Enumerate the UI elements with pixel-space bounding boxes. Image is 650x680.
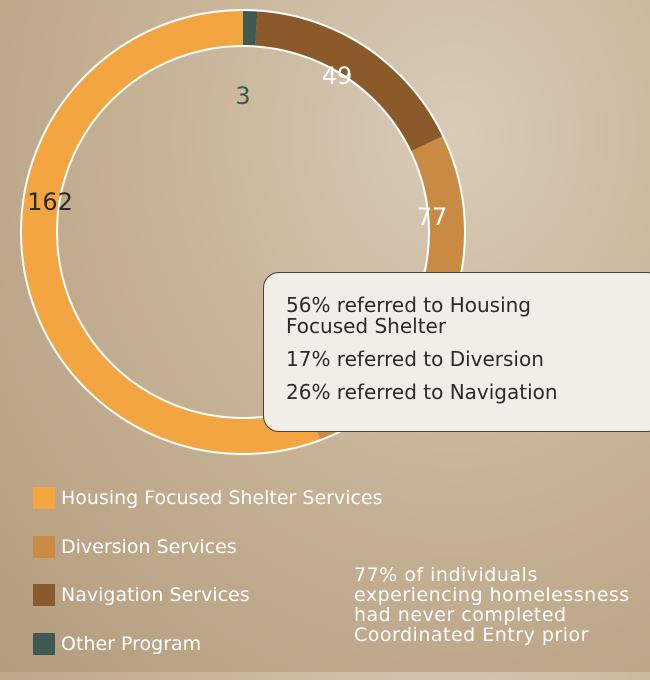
callout-line: 56% referred to Housing Focused Shelter [286,295,606,337]
legend-label: Other Program [61,633,201,655]
note-line: Coordinated Entry prior [354,625,650,645]
legend-swatch [33,487,55,509]
page: 162 77 49 3 56% referred to Housing Focused… [0,0,650,672]
legend-item: Housing Focused Shelter Services [33,486,383,510]
note-line: had never completed [354,605,650,625]
legend-item: Other Program [33,632,383,656]
value-label: 162 [27,188,73,216]
legend-swatch [33,584,55,606]
legend-label: Housing Focused Shelter Services [61,487,383,509]
legend-swatch [33,633,55,655]
callout-line: 17% referred to Diversion [286,349,606,370]
legend-item: Navigation Services [33,583,383,607]
value-label: 3 [235,82,250,110]
value-label: 49 [322,62,353,90]
legend: Housing Focused Shelter Services Diversio… [33,486,383,680]
donut-slice [243,10,257,46]
note-line: 77% of individuals [354,565,650,585]
legend-label: Navigation Services [61,584,250,606]
legend-item: Diversion Services [33,535,383,559]
value-label: 77 [417,203,448,231]
legend-swatch [33,536,55,558]
note-line: experiencing homelessness [354,585,650,605]
callout-line: 26% referred to Navigation [286,382,606,403]
legend-label: Diversion Services [61,536,237,558]
callout: 56% referred to Housing Focused Shelter 1… [263,272,650,432]
